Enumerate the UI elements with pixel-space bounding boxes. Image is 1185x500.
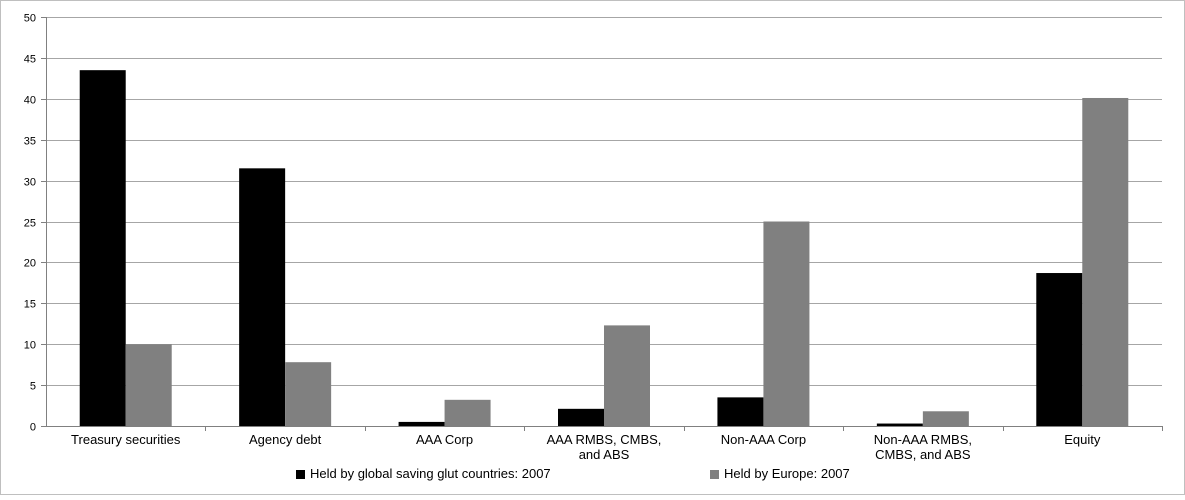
x-tick-label: Non-AAA RMBS, [874,432,972,447]
legend: Held by global saving glut countries: 20… [296,466,850,481]
bar-europe [763,221,810,426]
bar-europe [1082,97,1129,427]
y-tick-label: 15 [24,299,36,311]
legend-item-europe: Held by Europe: 2007 [724,466,850,481]
y-tick-label: 30 [24,177,36,189]
gridlines [46,17,1162,386]
x-tick-label: Non-AAA Corp [721,432,806,447]
bars [79,70,1129,427]
bar-glut [558,408,604,426]
y-tick-label: 40 [24,95,36,107]
x-tick-label: Treasury securities [71,432,181,447]
bar-europe [922,411,969,426]
bar-europe [604,325,650,426]
bar-glut [1036,273,1083,426]
x-tick-label: Agency debt [249,432,322,447]
bar-glut [717,397,764,426]
legend-swatch [710,470,719,479]
bar-europe [125,344,172,426]
bar-europe [285,362,332,426]
x-tick-label: CMBS, and ABS [875,447,971,462]
y-tick-label: 50 [24,13,36,25]
bar-glut [398,421,445,426]
bar-europe [444,399,491,426]
x-tick-label: Equity [1064,432,1101,447]
legend-item-glut: Held by global saving glut countries: 20… [310,466,551,481]
y-tick-label: 45 [24,54,36,66]
bar-glut [239,168,286,426]
y-tick-label: 20 [24,258,36,270]
legend-swatch [296,470,305,479]
x-tick-label: and ABS [579,447,630,462]
bar-glut [876,423,923,426]
axes: 0 5 10 15 20 25 30 35 40 45 50 Treasury securities A… [24,13,1163,462]
x-tick-label: AAA RMBS, CMBS, [547,432,662,447]
x-tick-label: AAA Corp [416,432,473,447]
y-tick-label: 10 [24,340,36,352]
y-tick-label: 5 [30,381,36,393]
bar-glut [79,70,126,427]
y-tick-label: 25 [24,218,36,230]
y-tick-label: 0 [30,422,36,434]
y-tick-label: 35 [24,136,36,148]
